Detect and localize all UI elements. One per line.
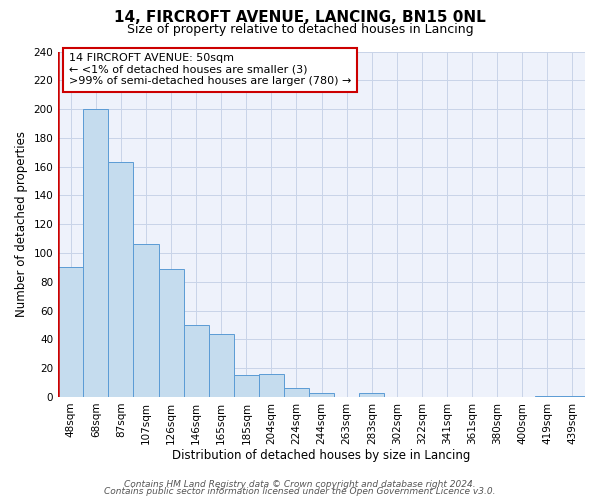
Text: 14 FIRCROFT AVENUE: 50sqm
← <1% of detached houses are smaller (3)
>99% of semi-: 14 FIRCROFT AVENUE: 50sqm ← <1% of detac… bbox=[69, 53, 351, 86]
Bar bbox=[58, 268, 83, 397]
Bar bbox=[83, 109, 109, 397]
X-axis label: Distribution of detached houses by size in Lancing: Distribution of detached houses by size … bbox=[172, 450, 471, 462]
Text: Size of property relative to detached houses in Lancing: Size of property relative to detached ho… bbox=[127, 22, 473, 36]
Bar bbox=[133, 244, 158, 397]
Bar bbox=[359, 392, 385, 397]
Bar bbox=[234, 376, 259, 397]
Bar bbox=[284, 388, 309, 397]
Bar bbox=[158, 269, 184, 397]
Bar bbox=[309, 392, 334, 397]
Bar bbox=[109, 162, 133, 397]
Text: Contains HM Land Registry data © Crown copyright and database right 2024.: Contains HM Land Registry data © Crown c… bbox=[124, 480, 476, 489]
Bar bbox=[535, 396, 560, 397]
Text: Contains public sector information licensed under the Open Government Licence v3: Contains public sector information licen… bbox=[104, 487, 496, 496]
Bar bbox=[259, 374, 284, 397]
Text: 14, FIRCROFT AVENUE, LANCING, BN15 0NL: 14, FIRCROFT AVENUE, LANCING, BN15 0NL bbox=[114, 10, 486, 25]
Bar bbox=[184, 325, 209, 397]
Y-axis label: Number of detached properties: Number of detached properties bbox=[15, 131, 28, 317]
Bar bbox=[560, 396, 585, 397]
Bar bbox=[209, 334, 234, 397]
